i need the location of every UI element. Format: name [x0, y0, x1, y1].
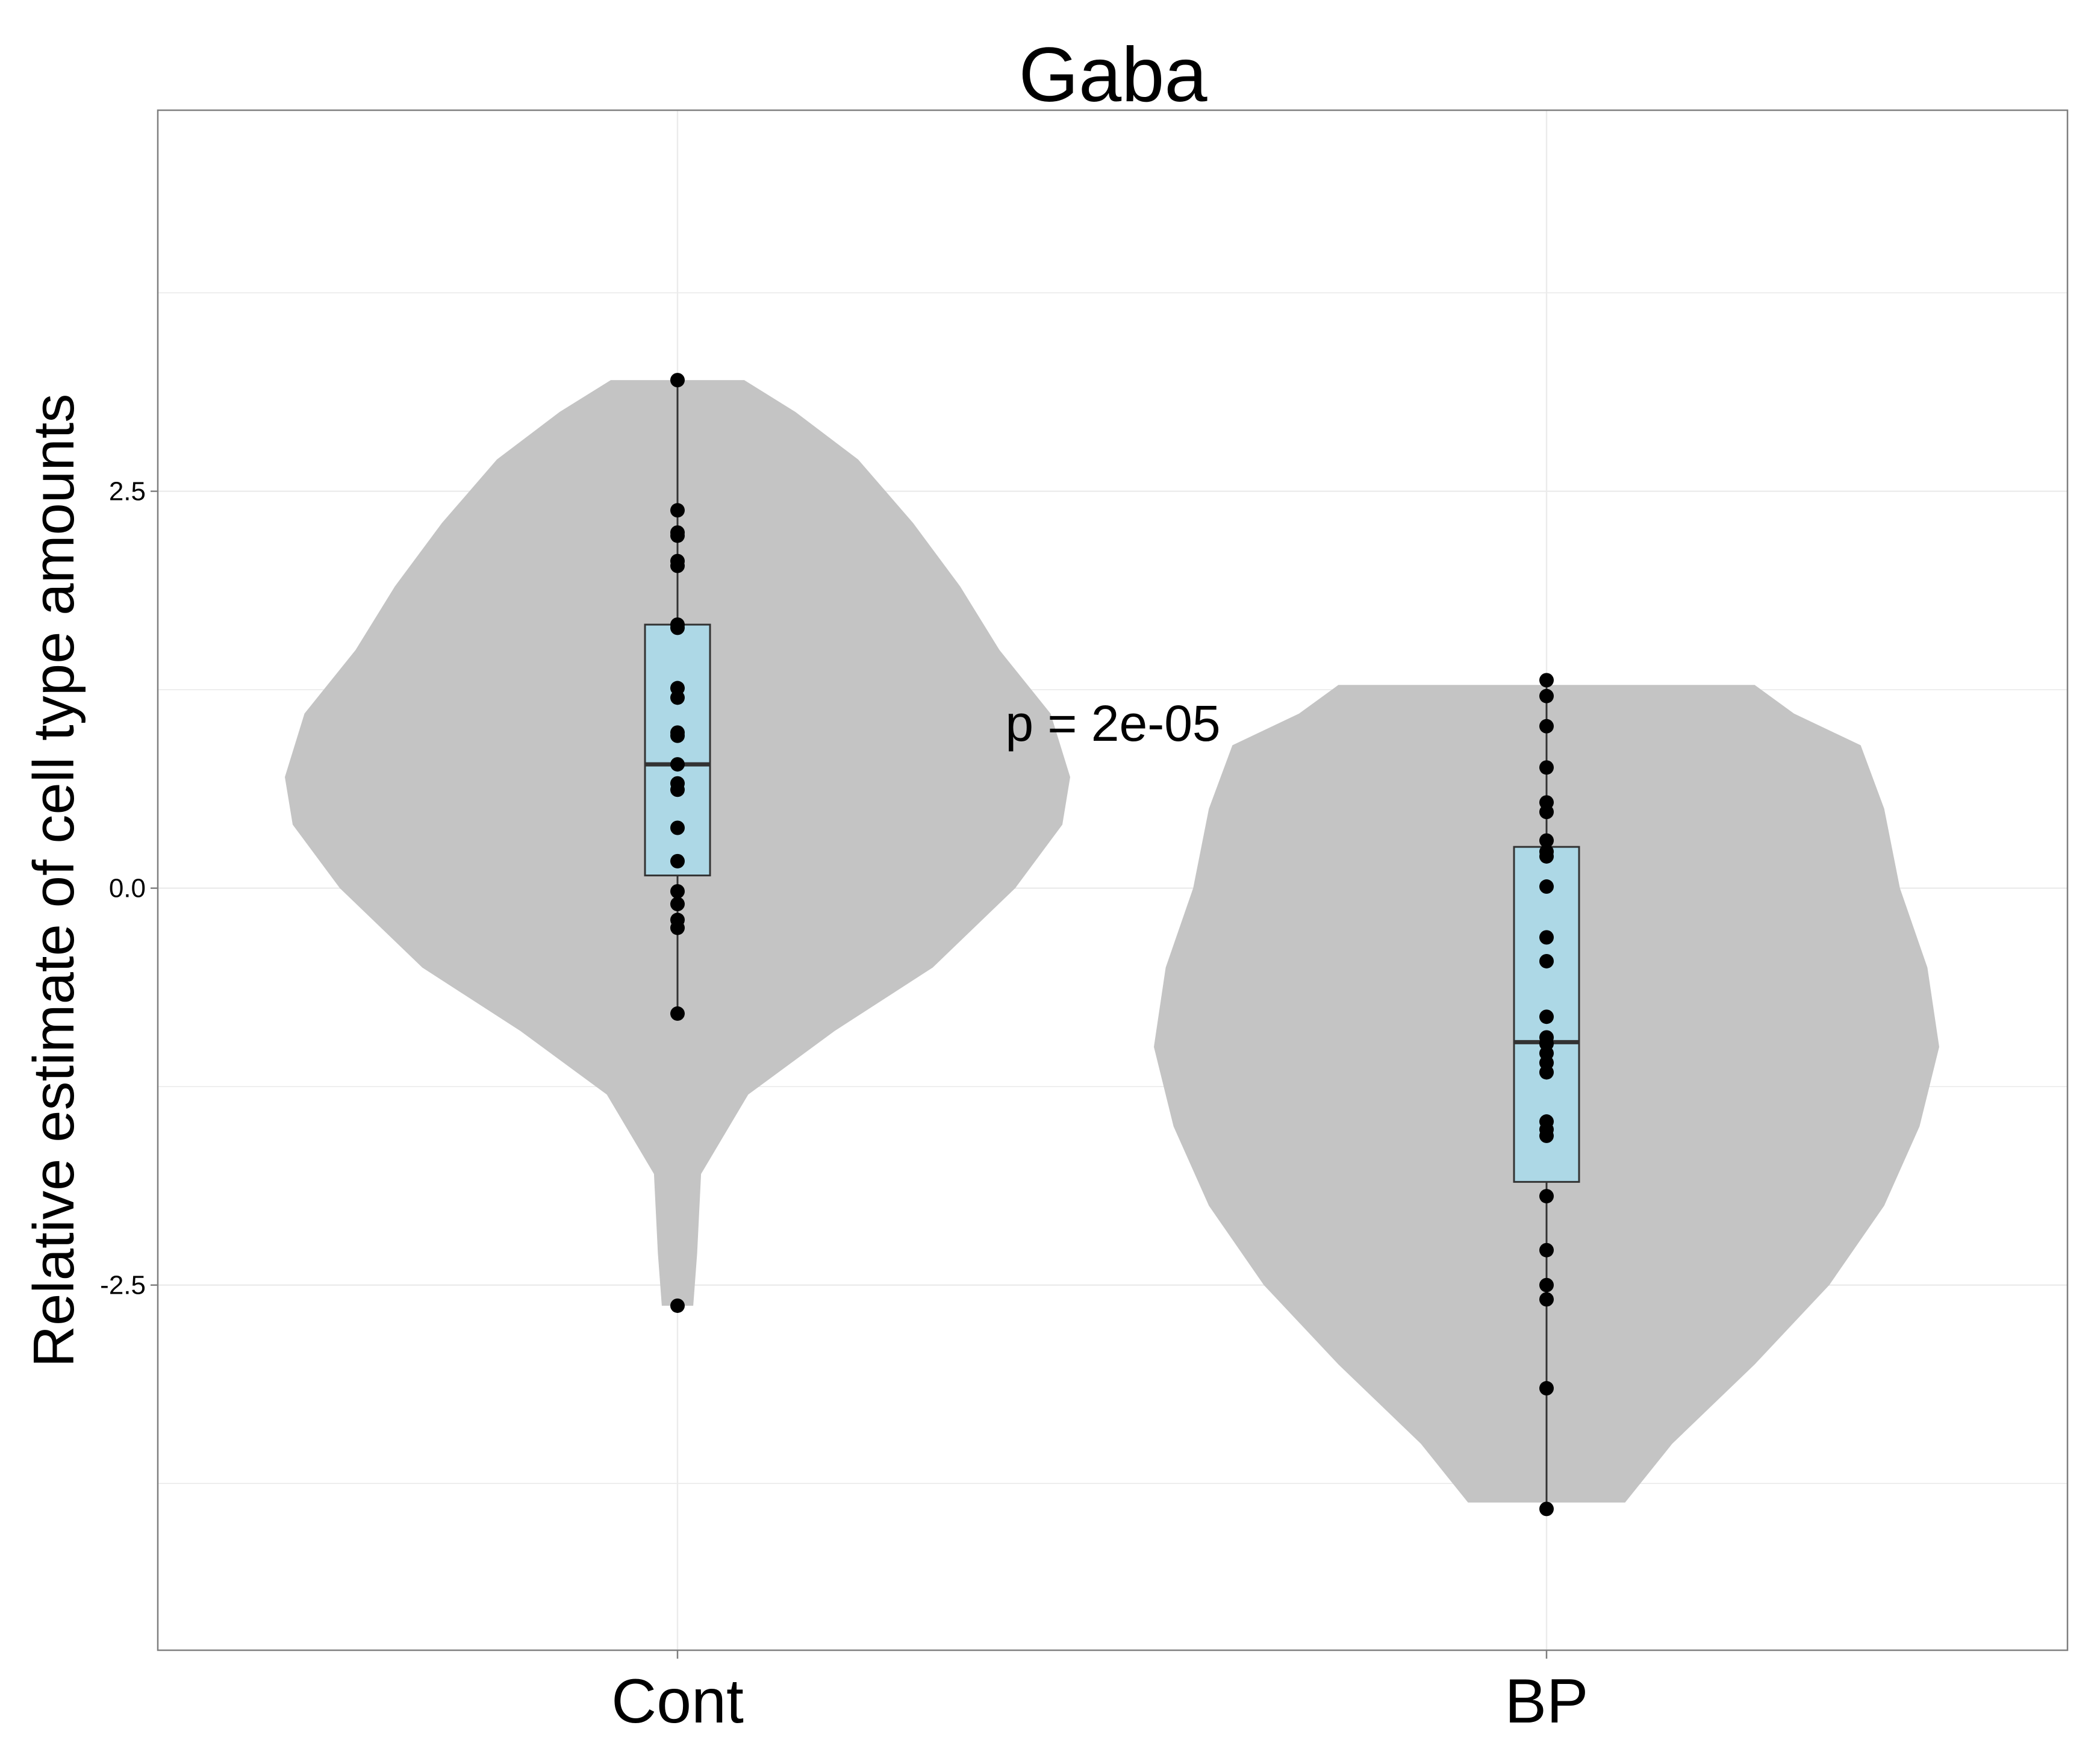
data-point-cont: [670, 782, 685, 797]
data-point-cont: [670, 1298, 685, 1313]
data-point-bp: [1539, 673, 1554, 688]
axes: -2.5 0.0 2.5 Cont BP: [100, 109, 2069, 1736]
data-point-bp: [1539, 1277, 1554, 1292]
data-point-bp: [1539, 953, 1554, 968]
data-points: [670, 373, 1554, 1517]
data-point-cont: [670, 373, 685, 388]
data-point-cont: [670, 620, 685, 635]
data-point-bp: [1539, 1065, 1554, 1080]
data-point-bp: [1539, 688, 1554, 703]
y-tick-label: -2.5: [100, 1271, 146, 1300]
data-point-bp: [1539, 1189, 1554, 1204]
data-point-cont: [670, 920, 685, 935]
data-point-cont: [670, 853, 685, 868]
y-axis-label: Relative estimate of cell type amounts: [22, 394, 86, 1368]
data-point-bp: [1539, 849, 1554, 864]
box-cont: [644, 623, 711, 877]
data-point-bp: [1539, 1009, 1554, 1024]
data-point-bp: [1539, 1242, 1554, 1258]
data-point-bp: [1539, 1381, 1554, 1396]
data-point-bp: [1539, 930, 1554, 945]
data-point-cont: [670, 690, 685, 705]
data-point-cont: [670, 728, 685, 743]
data-point-cont: [670, 757, 685, 772]
y-tick-label: 2.5: [109, 477, 146, 507]
data-point-bp: [1539, 1501, 1554, 1517]
data-point-bp: [1539, 879, 1554, 894]
data-point-cont: [670, 503, 685, 518]
data-point-bp: [1539, 805, 1554, 820]
data-point-bp: [1539, 719, 1554, 734]
x-tick-label: BP: [1505, 1666, 1589, 1736]
data-point-cont: [670, 884, 685, 899]
data-point-cont: [670, 558, 685, 573]
chart-title: Gaba: [1018, 32, 1207, 118]
data-point-bp: [1539, 1128, 1554, 1143]
panel-border: [157, 109, 2069, 1651]
y-tick-label: 0.0: [109, 874, 146, 903]
x-tick-label: Cont: [611, 1666, 744, 1736]
data-point-bp: [1539, 1292, 1554, 1307]
data-point-bp: [1539, 760, 1554, 775]
data-point-cont: [670, 820, 685, 835]
data-point-cont: [670, 1006, 685, 1021]
data-point-cont: [670, 897, 685, 912]
data-point-bp: [1539, 833, 1554, 848]
p-value-annotation: p = 2e-05: [1005, 695, 1220, 752]
data-point-cont: [670, 528, 685, 543]
